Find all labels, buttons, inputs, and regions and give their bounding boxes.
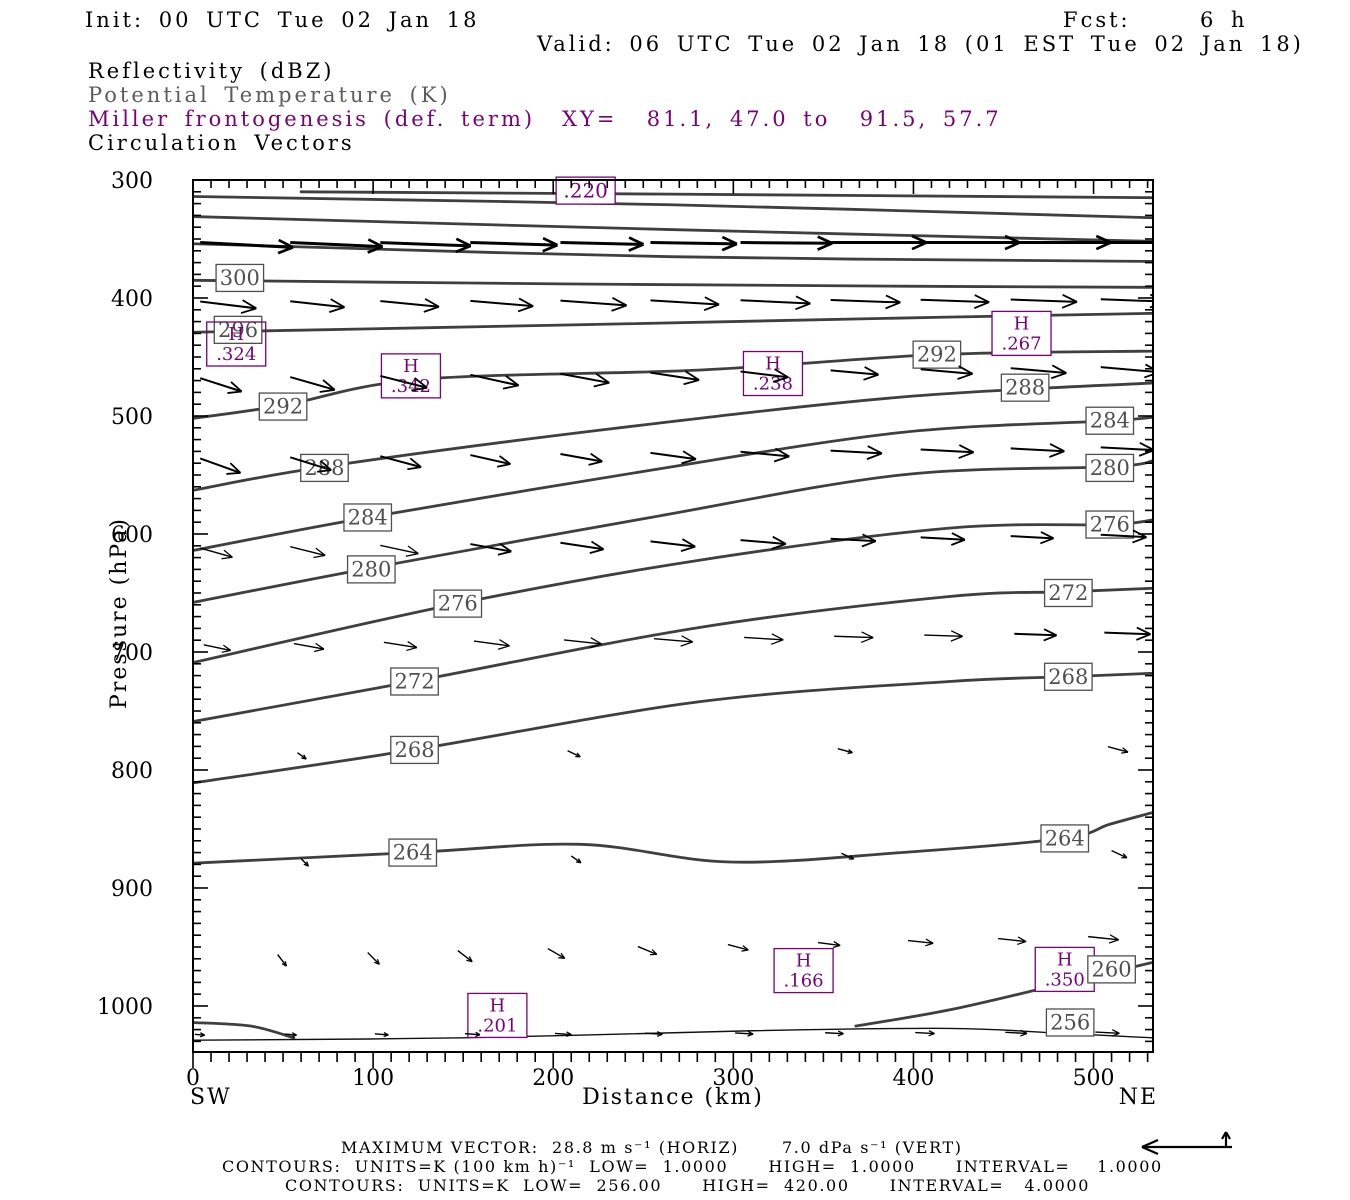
field-potential-temperature-label: Potential Temperature (K) [88, 83, 451, 107]
max-vector-reference-arrow [1141, 1131, 1232, 1156]
svg-text:260: 260 [1092, 957, 1132, 981]
svg-text:400: 400 [892, 1066, 934, 1091]
svg-text:268: 268 [1048, 665, 1088, 689]
svg-text:H: H [228, 324, 244, 345]
svg-text:.350: .350 [1045, 969, 1085, 990]
maximum-vector-horiz-label: MAXIMUM VECTOR: 28.8 m s⁻¹ (HORIZ) [341, 1138, 740, 1157]
forecast-hour-value: 6 h [1200, 8, 1248, 32]
svg-text:100: 100 [352, 1066, 394, 1091]
y-axis-title: Pressure (hPa) [107, 517, 132, 709]
init-time-label: Init: 00 UTC Tue 02 Jan 18 [85, 8, 480, 32]
x-axis-title: Distance (km) [582, 1085, 764, 1110]
cross-section-endpoints-label: XY= 81.1, 47.0 to 91.5, 57.7 [562, 107, 1002, 131]
svg-text:0: 0 [186, 1066, 200, 1091]
svg-text:700: 700 [111, 641, 153, 666]
field-frontogenesis-label: Miller frontogenesis (def. term) [88, 107, 536, 131]
svg-text:272: 272 [394, 669, 434, 693]
svg-text:600: 600 [111, 523, 153, 548]
theta-contour-info: CONTOURS: UNITS=K LOW= 256.00 HIGH= 420.… [285, 1176, 1090, 1195]
sw-endpoint-label: SW [190, 1085, 232, 1110]
circulation-vectors [194, 234, 1153, 1038]
svg-text:H: H [1014, 313, 1030, 334]
svg-text:1000: 1000 [97, 995, 153, 1020]
svg-text:H: H [1057, 949, 1073, 970]
field-reflectivity-label: Reflectivity (dBZ) [88, 59, 335, 83]
svg-text:284: 284 [348, 505, 388, 529]
valid-time-label: Valid: 06 UTC Tue 02 Jan 18 (01 EST Tue … [537, 32, 1304, 56]
axis-ticks [192, 179, 1153, 1068]
frontogenesis-contour-info: CONTOURS: UNITS=K (100 km h)⁻¹ LOW= 1.00… [222, 1157, 1163, 1176]
svg-text:400: 400 [111, 287, 153, 312]
svg-text:276: 276 [438, 592, 478, 616]
svg-text:.166: .166 [784, 971, 824, 992]
maximum-vector-vert-label: 7.0 dPa s⁻¹ (VERT) [782, 1138, 963, 1157]
svg-text:284: 284 [1090, 409, 1130, 433]
svg-text:300: 300 [220, 266, 260, 290]
svg-text:272: 272 [1048, 581, 1088, 605]
svg-text:264: 264 [393, 841, 433, 865]
svg-text:280: 280 [351, 557, 391, 581]
svg-text:.267: .267 [1001, 333, 1041, 354]
y-axis-tick-labels: 300 400 500 600 700 800 900 1000 [97, 169, 153, 1020]
x-axis-tick-labels: 0 100 200 300 400 500 [186, 1066, 1115, 1091]
svg-text:268: 268 [394, 738, 434, 762]
contour-value-labels: 3002962922922882882842842802802762762722… [213, 263, 1136, 1037]
ne-endpoint-label: NE [1119, 1085, 1158, 1110]
svg-text:H: H [403, 356, 419, 377]
svg-text:200: 200 [532, 1066, 574, 1091]
svg-text:500: 500 [1073, 1066, 1115, 1091]
svg-text:292: 292 [917, 343, 957, 367]
svg-text:280: 280 [1090, 456, 1130, 480]
svg-text:.201: .201 [477, 1015, 517, 1036]
svg-text:264: 264 [1045, 826, 1085, 850]
svg-text:256: 256 [1050, 1011, 1090, 1035]
svg-text:H: H [490, 995, 506, 1016]
svg-text:288: 288 [1005, 376, 1045, 400]
svg-text:H: H [765, 354, 781, 375]
svg-text:300: 300 [712, 1066, 754, 1091]
svg-text:500: 500 [111, 405, 153, 430]
frontogenesis-max-markers-under: H.350 [1034, 946, 1095, 993]
svg-text:276: 276 [1090, 513, 1130, 537]
svg-text:800: 800 [111, 759, 153, 784]
svg-text:292: 292 [263, 395, 303, 419]
forecast-hour-label: Fcst: [1063, 8, 1131, 32]
svg-text:900: 900 [111, 877, 153, 902]
svg-text:H: H [796, 951, 812, 972]
svg-text:.324: .324 [216, 344, 256, 365]
svg-text:300: 300 [111, 169, 153, 194]
svg-text:.220: .220 [563, 179, 608, 203]
field-circulation-vectors-label: Circulation Vectors [88, 131, 355, 155]
